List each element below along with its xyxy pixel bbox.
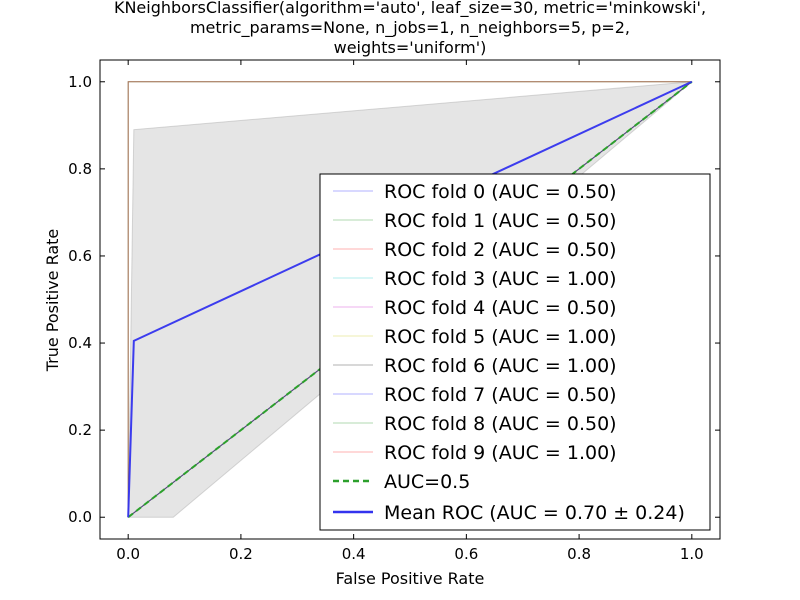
chance-line [127,80,693,519]
chart-title: KNeighborsClassifier(algorithm='auto', l… [114,0,706,57]
roc-fold-line [127,81,692,518]
legend: ROC fold 0 (AUC = 0.50) ROC fold 1 (AUC =… [319,173,711,531]
roc-series [127,80,693,519]
x-tick-label: 0.0 [116,545,140,563]
y-ticks: 0.0 0.2 0.4 0.6 0.8 1.0 [68,73,720,526]
x-tick-label: 0.2 [229,545,253,563]
x-tick-label: 0.6 [454,545,478,563]
y-tick-label: 0.6 [68,247,92,265]
x-tick-label: 0.4 [342,545,366,563]
y-tick-label: 0.0 [68,508,92,526]
legend-label: ROC fold 1 (AUC = 0.50) [384,210,617,232]
y-tick-label: 0.8 [68,160,92,178]
y-tick-label: 1.0 [68,73,92,91]
legend-label: ROC fold 0 (AUC = 0.50) [384,181,617,203]
y-tick-label: 0.2 [68,421,92,439]
legend-label: Mean ROC (AUC = 0.70 ± 0.24) [384,502,685,524]
x-tick-label: 1.0 [680,545,704,563]
title-line: weights='uniform') [334,38,487,57]
roc-fold-line [127,81,692,518]
title-line: KNeighborsClassifier(algorithm='auto', l… [114,0,706,18]
mean-roc-line [127,80,693,518]
x-tick-label: 0.8 [567,545,591,563]
legend-label: ROC fold 3 (AUC = 1.00) [384,268,617,290]
y-tick-label: 0.4 [68,334,92,352]
legend-label: ROC fold 2 (AUC = 0.50) [384,239,617,261]
axes-frame [99,59,721,540]
x-axis-label: False Positive Rate [336,569,485,588]
legend-label: ROC fold 7 (AUC = 0.50) [384,384,617,406]
title-line: metric_params=None, n_jobs=1, n_neighbor… [190,18,630,38]
y-axis-label: True Positive Rate [43,229,62,373]
roc-fold-line [127,81,692,518]
legend-label: ROC fold 9 (AUC = 1.00) [384,442,617,464]
legend-label: ROC fold 5 (AUC = 1.00) [384,326,617,348]
legend-box [319,173,711,531]
legend-label: ROC fold 4 (AUC = 0.50) [384,297,617,319]
legend-label: ROC fold 8 (AUC = 0.50) [384,413,617,435]
roc-fold-line [127,81,692,518]
legend-label: AUC=0.5 [384,471,470,493]
legend-label: ROC fold 6 (AUC = 1.00) [384,355,617,377]
x-ticks: 0.0 0.2 0.4 0.6 0.8 1.0 [116,60,704,563]
